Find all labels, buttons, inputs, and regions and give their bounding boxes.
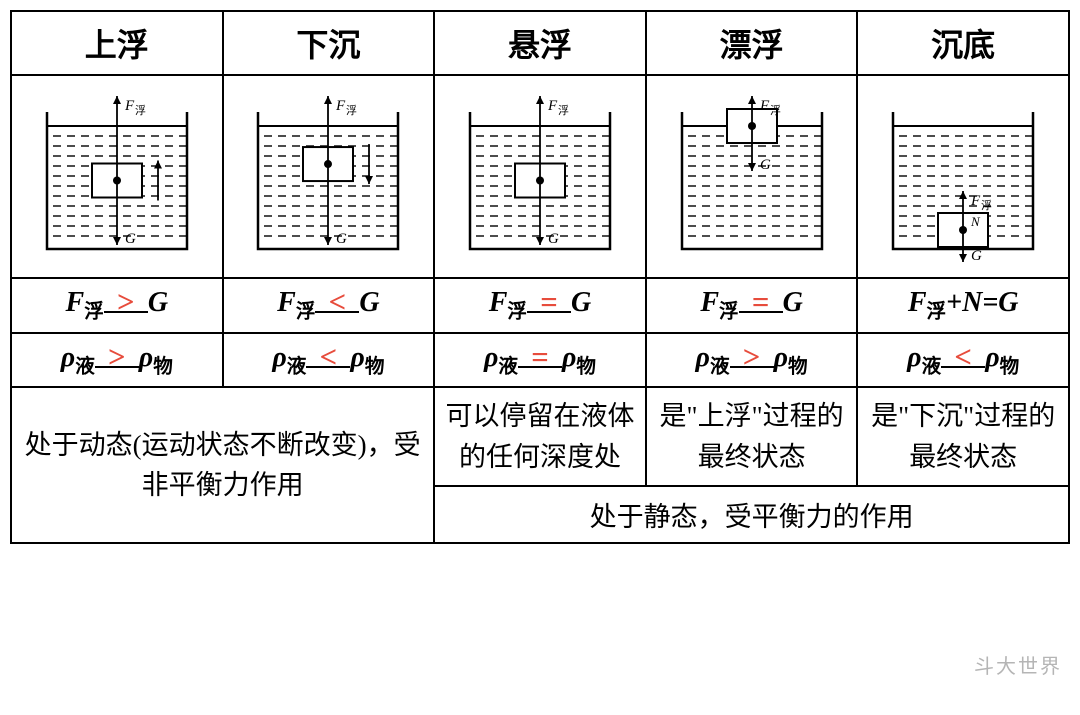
desc-row: 处于动态(运动状态不断改变)，受非平衡力作用 可以停留在液体的任何深度处 是"上… <box>11 387 1069 486</box>
diagram-rise: F浮 G <box>11 75 223 278</box>
svg-text:F: F <box>970 193 981 209</box>
svg-text:G: G <box>125 231 136 247</box>
force-rise: F浮>G <box>11 278 223 333</box>
svg-text:浮: 浮 <box>770 104 781 117</box>
header-float: 漂浮 <box>646 11 858 75</box>
svg-text:G: G <box>760 157 771 173</box>
density-float: ρ液>ρ物 <box>646 333 858 388</box>
diagram-suspend: F浮 G <box>434 75 646 278</box>
svg-text:G: G <box>336 231 347 247</box>
svg-text:F: F <box>124 98 135 114</box>
force-bottom: F浮+N=G <box>857 278 1069 333</box>
diagram-row: F浮 G F浮 G F浮 G F浮 G F浮N G <box>11 75 1069 278</box>
buoyancy-table: 上浮 下沉 悬浮 漂浮 沉底 F浮 G F浮 G F浮 G F浮 G F浮N <box>10 10 1070 544</box>
header-sink: 下沉 <box>223 11 435 75</box>
svg-text:G: G <box>971 248 982 264</box>
density-suspend: ρ液=ρ物 <box>434 333 646 388</box>
svg-text:F: F <box>759 98 770 114</box>
header-row: 上浮 下沉 悬浮 漂浮 沉底 <box>11 11 1069 75</box>
svg-text:浮: 浮 <box>981 199 992 212</box>
desc-float: 是"上浮"过程的最终状态 <box>646 387 858 486</box>
desc-bottom: 是"下沉"过程的最终状态 <box>857 387 1069 486</box>
diagram-float: F浮 G <box>646 75 858 278</box>
svg-text:F: F <box>335 98 346 114</box>
svg-text:浮: 浮 <box>558 104 569 117</box>
desc-suspend: 可以停留在液体的任何深度处 <box>434 387 646 486</box>
watermark: 斗大世界 <box>974 650 1062 679</box>
density-rise: ρ液>ρ物 <box>11 333 223 388</box>
svg-text:浮: 浮 <box>346 104 357 117</box>
svg-text:浮: 浮 <box>135 104 146 117</box>
density-row: ρ液>ρ物 ρ液<ρ物 ρ液=ρ物 ρ液>ρ物 ρ液<ρ物 <box>11 333 1069 388</box>
force-float: F浮=G <box>646 278 858 333</box>
diagram-bottom: F浮N G <box>857 75 1069 278</box>
desc-dynamic: 处于动态(运动状态不断改变)，受非平衡力作用 <box>11 387 434 543</box>
force-row: F浮>G F浮<G F浮=G F浮=G F浮+N=G <box>11 278 1069 333</box>
force-sink: F浮<G <box>223 278 435 333</box>
svg-text:F: F <box>547 98 558 114</box>
diagram-sink: F浮 G <box>223 75 435 278</box>
svg-text:N: N <box>970 214 981 229</box>
header-suspend: 悬浮 <box>434 11 646 75</box>
header-bottom: 沉底 <box>857 11 1069 75</box>
density-sink: ρ液<ρ物 <box>223 333 435 388</box>
force-suspend: F浮=G <box>434 278 646 333</box>
desc-static: 处于静态，受平衡力的作用 <box>434 486 1069 543</box>
density-bottom: ρ液<ρ物 <box>857 333 1069 388</box>
header-rise: 上浮 <box>11 11 223 75</box>
svg-text:G: G <box>548 231 559 247</box>
